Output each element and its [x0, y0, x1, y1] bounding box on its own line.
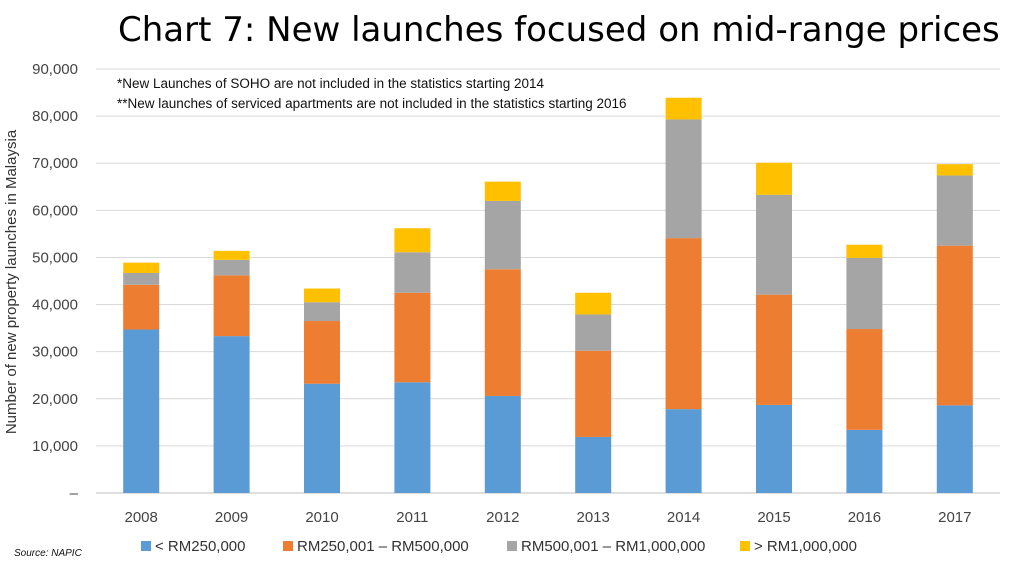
bar-2009-series-4 [213, 250, 250, 260]
bar-2012-series-2 [484, 269, 521, 396]
bar-2015-series-3 [756, 194, 792, 295]
bar-2010-series-3 [304, 302, 340, 322]
bar-2012-series-1 [484, 395, 521, 493]
legend-label: > RM1,000,000 [754, 538, 857, 555]
y-tick-label: 20,000 [32, 391, 78, 408]
y-tick-label: 70,000 [32, 155, 78, 172]
bar-2016-series-1 [846, 429, 883, 493]
y-tick-label: 10,000 [32, 438, 78, 455]
bar-2014-series-4 [665, 97, 702, 120]
bar-2014-series-3 [665, 119, 702, 239]
bar-2011-series-2 [394, 292, 431, 383]
bar-2009-series-1 [213, 336, 250, 493]
y-axis-label: Number of new property launches in Malay… [3, 129, 20, 434]
legend-swatch [507, 541, 517, 551]
bar-2009-series-3 [213, 259, 250, 276]
x-tick-label: 2012 [486, 509, 519, 526]
bar-2010-series-1 [304, 383, 340, 493]
bar-2016-series-2 [846, 329, 883, 430]
chart-title: Chart 7: New launches focused on mid-ran… [118, 10, 1000, 50]
bar-2015-series-2 [756, 294, 792, 405]
bar-2013-series-4 [575, 292, 612, 315]
bar-2011-series-4 [394, 228, 431, 253]
bar-2012-series-4 [484, 181, 521, 201]
bar-2010-series-2 [304, 321, 340, 384]
bar-2015-series-4 [756, 162, 792, 195]
bar-2016-series-4 [846, 244, 883, 258]
x-tick-label: 2011 [396, 509, 428, 526]
bar-2017-series-4 [936, 164, 973, 176]
legend: < RM250,000 RM250,001 – RM500,000 RM500,00… [141, 538, 857, 555]
y-tick-label: 60,000 [32, 202, 78, 219]
bar-2017-series-1 [936, 405, 973, 493]
x-tick-label: 2008 [125, 509, 158, 526]
legend-label: < RM250,000 [155, 538, 245, 555]
y-tick-label: 50,000 [32, 249, 78, 266]
y-tick-label: 40,000 [32, 297, 78, 314]
bar-2014-series-2 [665, 238, 702, 410]
annotation-soho: *New Launches of SOHO are not included i… [117, 76, 544, 91]
legend-swatch [740, 541, 750, 551]
y-axis-ticks: – 10,000 20,000 30,000 40,000 50,000 60,000 70,… [32, 61, 79, 502]
source-note: Source: NAPIC [14, 548, 82, 559]
bar-2013-series-3 [575, 314, 612, 351]
bar-2017-series-3 [936, 175, 973, 246]
bar-2008-series-4 [123, 262, 160, 273]
annotation-serviced-apartments: **New launches of serviced apartments ar… [117, 96, 627, 111]
x-tick-label: 2015 [757, 509, 790, 526]
y-tick-label: – [70, 485, 79, 502]
x-axis-ticks: 2008 2009 2010 2011 2012 2013 2014 2015 2016 2017 [125, 509, 972, 526]
x-tick-label: 2014 [667, 509, 700, 526]
x-tick-label: 2013 [577, 509, 610, 526]
y-tick-label: 90,000 [32, 61, 78, 78]
bar-2008-series-2 [123, 284, 160, 330]
legend-label: RM500,001 – RM1,000,000 [521, 538, 705, 555]
bar-2014-series-1 [665, 409, 702, 493]
y-tick-label: 80,000 [32, 108, 78, 125]
bar-2009-series-2 [213, 275, 250, 337]
bars [123, 97, 973, 493]
legend-swatch [283, 541, 293, 551]
x-tick-label: 2017 [938, 509, 971, 526]
bar-2008-series-1 [123, 329, 160, 493]
x-tick-label: 2010 [305, 509, 338, 526]
x-tick-label: 2009 [215, 509, 248, 526]
bar-2013-series-2 [575, 350, 612, 437]
x-tick-label: 2016 [848, 509, 881, 526]
bar-2015-series-1 [756, 404, 792, 493]
bar-2011-series-1 [394, 382, 431, 493]
bar-2017-series-2 [936, 245, 973, 406]
y-tick-label: 30,000 [32, 344, 78, 361]
bar-2011-series-3 [394, 252, 431, 293]
bar-2008-series-3 [123, 272, 160, 285]
legend-swatch [141, 541, 151, 551]
bar-2016-series-3 [846, 257, 883, 330]
bar-2013-series-1 [575, 436, 612, 493]
legend-label: RM250,001 – RM500,000 [297, 538, 469, 555]
bar-2012-series-3 [484, 200, 521, 270]
bar-2010-series-4 [304, 288, 340, 303]
